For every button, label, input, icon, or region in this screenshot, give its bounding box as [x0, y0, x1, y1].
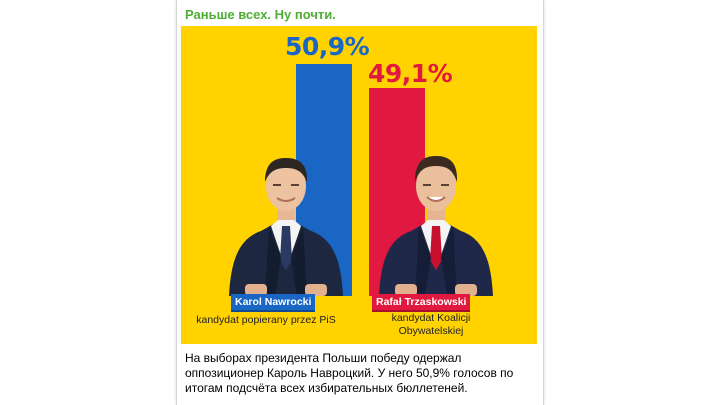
candidate-photo-left — [227, 138, 345, 296]
candidate-photo-right — [377, 138, 495, 296]
man-in-navy-suit-icon — [229, 158, 343, 296]
left-percentage: 50,9% — [285, 32, 370, 61]
candidate-description-left: kandydat popierany przez PiS — [196, 314, 336, 326]
post-card: Раньше всех. Ну почти. 50,9% 49,1% — [176, 0, 544, 405]
candidate-name-right: Rafał Trzaskowski — [372, 294, 471, 312]
right-percentage: 49,1% — [368, 59, 453, 88]
channel-name[interactable]: Раньше всех. Ну почти. — [185, 7, 336, 22]
candidate-name-left: Karol Nawrocki — [231, 294, 316, 312]
man-in-navy-suit-icon — [379, 156, 493, 296]
post-text: На выборах президента Польши победу одер… — [185, 351, 514, 395]
election-results-image[interactable]: 50,9% 49,1% — [181, 26, 537, 344]
candidate-description-right: kandydat Koalicji Obywatelskiej — [391, 312, 471, 337]
